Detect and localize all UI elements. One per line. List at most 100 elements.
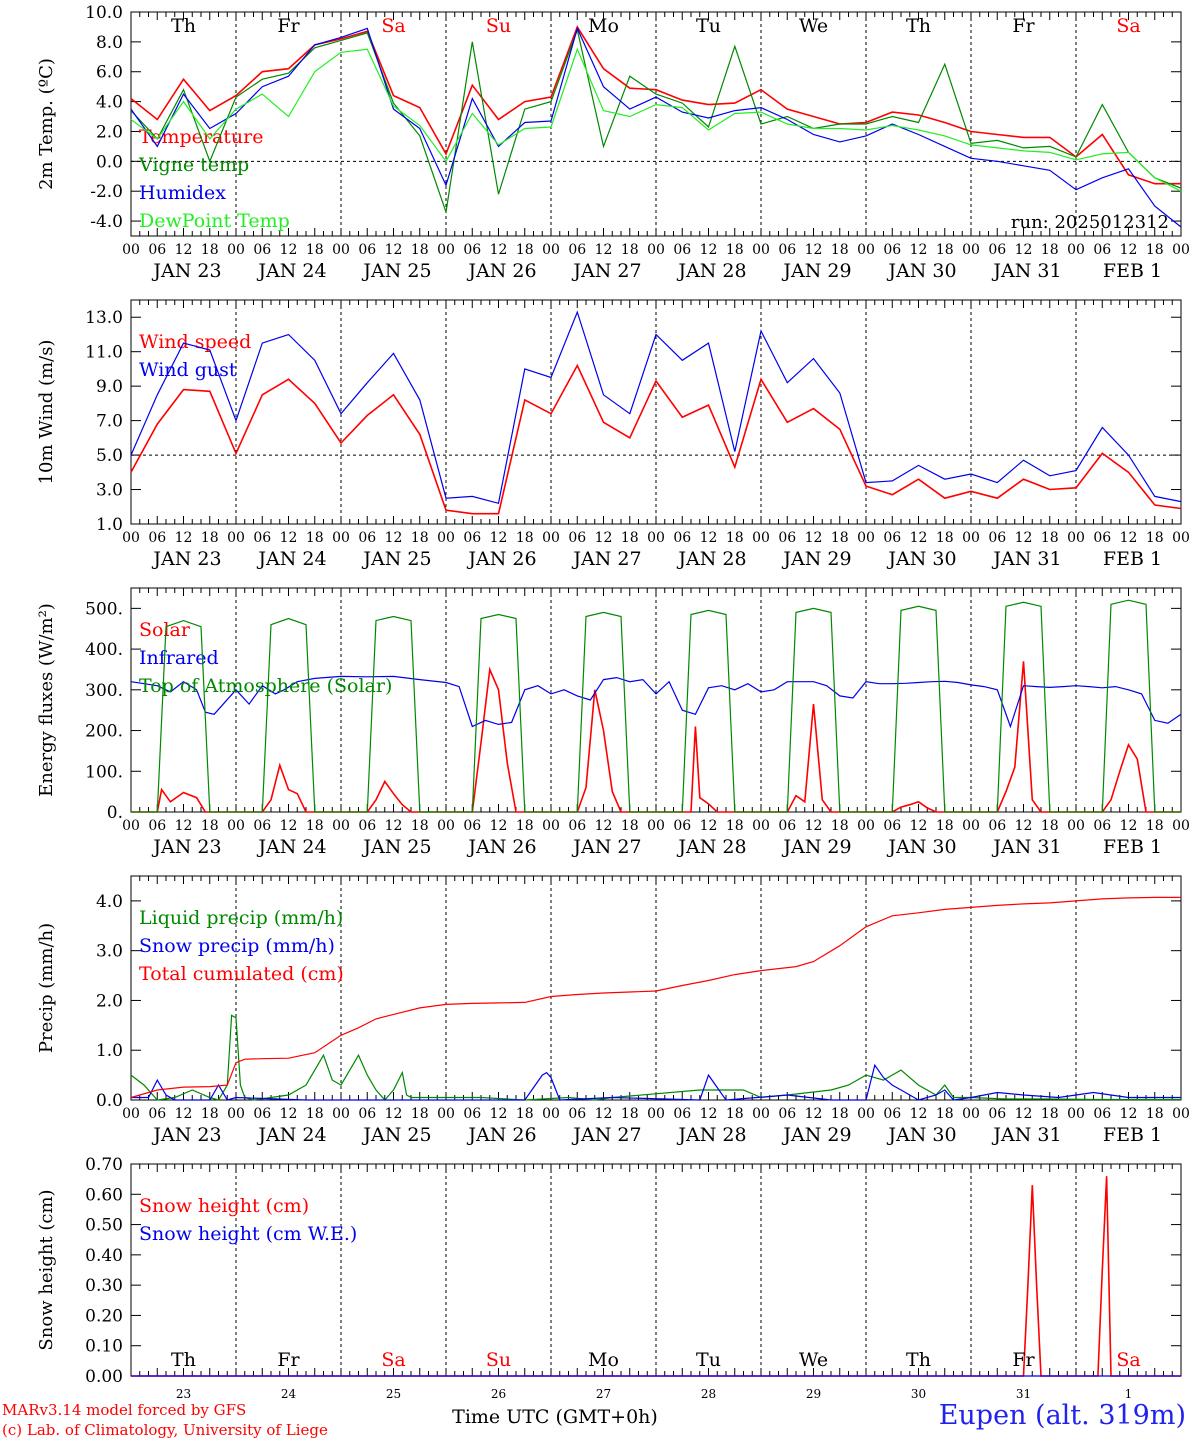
- hour-tick-label: 00: [647, 530, 665, 546]
- hour-tick-label: 00: [1067, 242, 1085, 258]
- hour-tick-label: 18: [726, 1106, 744, 1122]
- weekday-label: Su: [486, 15, 511, 37]
- y-tick-label: -2.0: [90, 182, 123, 202]
- y-tick-label: 100.: [85, 762, 123, 782]
- y-tick-label: 0.40: [85, 1246, 123, 1266]
- hour-tick-label: 18: [1041, 242, 1059, 258]
- series-line-total-cumulated-cm-: [130, 896, 1181, 1099]
- weekday-label: Th: [906, 15, 931, 37]
- weekday-label: Mo: [588, 15, 619, 37]
- hour-tick-label: 00: [962, 818, 980, 834]
- hour-tick-label: 18: [831, 1106, 849, 1122]
- hour-tick-label: 12: [1015, 818, 1033, 834]
- hour-tick-label: 18: [201, 818, 219, 834]
- date-label: JAN 23: [151, 1124, 221, 1146]
- hour-tick-label: 18: [306, 818, 324, 834]
- y-tick-label: 3.0: [96, 481, 123, 501]
- hour-tick-label: 12: [175, 818, 193, 834]
- hour-tick-label: 06: [673, 1106, 691, 1122]
- hour-tick-label: 12: [910, 818, 928, 834]
- hour-tick-label: 06: [988, 530, 1006, 546]
- hour-tick-label: 12: [595, 1106, 613, 1122]
- hour-tick-label: 12: [805, 242, 823, 258]
- day-number-label: 28: [701, 1387, 716, 1401]
- run-annotation: run: 2025012312: [1011, 212, 1169, 233]
- hour-tick-label: 18: [411, 242, 429, 258]
- legend-label: Snow height (cm W.E.): [139, 1223, 357, 1245]
- hour-tick-label: 00: [1172, 242, 1190, 258]
- y-tick-label: 0.0: [96, 1091, 123, 1111]
- date-label: JAN 23: [151, 548, 221, 570]
- hour-tick-label: 12: [700, 530, 718, 546]
- hour-tick-label: 06: [988, 818, 1006, 834]
- day-number-label: 27: [596, 1387, 611, 1401]
- y-tick-label: 0.00: [85, 1367, 123, 1387]
- date-label: JAN 29: [781, 836, 851, 858]
- y-tick-label: 0.20: [85, 1306, 123, 1326]
- legend-label: Total cumulated (cm): [139, 963, 344, 985]
- hour-tick-label: 06: [988, 1106, 1006, 1122]
- hour-tick-label: 00: [1172, 818, 1190, 834]
- hour-tick-label: 18: [621, 242, 639, 258]
- hour-tick-label: 00: [122, 1106, 140, 1122]
- plot-frame: [130, 11, 1182, 237]
- hour-tick-label: 18: [936, 818, 954, 834]
- date-label: JAN 28: [676, 260, 746, 282]
- hour-tick-label: 18: [936, 530, 954, 546]
- weekday-label: Sa: [1116, 15, 1140, 37]
- hour-tick-label: 00: [857, 242, 875, 258]
- hour-tick-label: 12: [805, 1106, 823, 1122]
- date-label: JAN 27: [571, 1124, 641, 1146]
- hour-tick-label: 18: [1041, 530, 1059, 546]
- hour-tick-label: 00: [437, 242, 455, 258]
- station-name: Eupen (alt. 319m): [938, 1400, 1186, 1431]
- date-label: JAN 24: [256, 1124, 326, 1146]
- hour-tick-label: 12: [490, 530, 508, 546]
- hour-tick-label: 06: [568, 1106, 586, 1122]
- hour-tick-label: 06: [253, 818, 271, 834]
- hour-tick-label: 06: [568, 818, 586, 834]
- hour-tick-label: 18: [831, 242, 849, 258]
- y-axis-title: Snow height (cm): [36, 1189, 57, 1350]
- hour-tick-label: 00: [437, 1106, 455, 1122]
- hour-tick-label: 12: [280, 818, 298, 834]
- date-label: FEB 1: [1103, 836, 1162, 858]
- hour-tick-label: 06: [883, 1106, 901, 1122]
- hour-tick-label: 18: [411, 1106, 429, 1122]
- hour-tick-label: 00: [857, 818, 875, 834]
- hour-tick-label: 00: [227, 242, 245, 258]
- legend-label: Vigne temp: [138, 154, 249, 176]
- date-label: FEB 1: [1103, 548, 1162, 570]
- hour-tick-label: 06: [778, 530, 796, 546]
- hour-tick-label: 00: [752, 1106, 770, 1122]
- hour-tick-label: 18: [201, 242, 219, 258]
- day-number-label: 23: [176, 1387, 191, 1401]
- weekday-label: Fr: [1012, 1349, 1035, 1371]
- legend-label: Snow precip (mm/h): [139, 935, 335, 957]
- date-label: JAN 25: [361, 548, 431, 570]
- hour-tick-label: 06: [463, 818, 481, 834]
- date-label: JAN 28: [676, 1124, 746, 1146]
- hour-tick-label: 06: [673, 242, 691, 258]
- hour-tick-label: 00: [542, 818, 560, 834]
- hour-tick-label: 12: [805, 818, 823, 834]
- hour-tick-label: 12: [700, 1106, 718, 1122]
- hour-tick-label: 12: [280, 1106, 298, 1122]
- date-label: JAN 26: [466, 836, 536, 858]
- hour-tick-label: 06: [568, 530, 586, 546]
- hour-tick-label: 00: [647, 818, 665, 834]
- legend-label: Wind gust: [139, 359, 237, 381]
- hour-tick-label: 00: [647, 1106, 665, 1122]
- hour-tick-label: 06: [463, 530, 481, 546]
- hour-tick-label: 00: [542, 242, 560, 258]
- weekday-label: Fr: [277, 1349, 300, 1371]
- hour-tick-label: 18: [621, 818, 639, 834]
- hour-tick-label: 00: [962, 242, 980, 258]
- hour-tick-label: 00: [332, 818, 350, 834]
- hour-tick-label: 12: [385, 818, 403, 834]
- hour-tick-label: 18: [516, 1106, 534, 1122]
- day-number-label: 29: [806, 1387, 821, 1401]
- hour-tick-label: 06: [1093, 818, 1111, 834]
- plot-frame: [130, 299, 1182, 525]
- y-tick-label: 7.0: [96, 412, 123, 432]
